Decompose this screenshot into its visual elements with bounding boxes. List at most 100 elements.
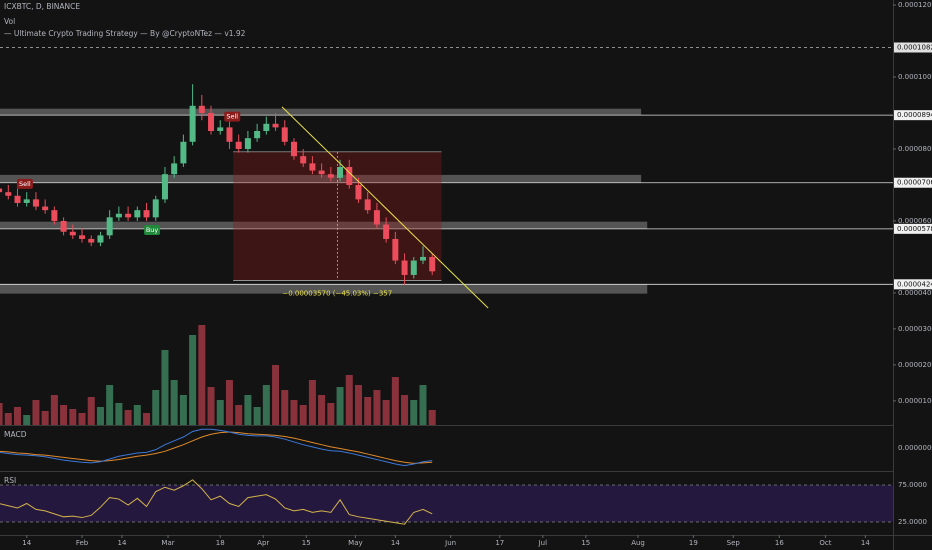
volume-bar xyxy=(60,405,68,425)
x-tick-label: 14 xyxy=(117,539,126,547)
volume-bar xyxy=(170,380,178,425)
candle-body xyxy=(42,206,49,211)
y-tick-label: 0.00006000 xyxy=(898,217,932,225)
volume-bar xyxy=(391,377,399,425)
x-tick-label: 16 xyxy=(775,539,784,547)
volume-bar xyxy=(50,395,58,425)
candle-body xyxy=(198,105,205,113)
signal-box xyxy=(144,224,161,235)
y-tick-label: 0.00001000 xyxy=(898,397,932,405)
candle-body xyxy=(171,163,178,175)
candle-body xyxy=(115,213,122,218)
level-tag xyxy=(894,177,932,188)
volume-bar xyxy=(235,405,243,425)
volume-bar xyxy=(253,407,261,425)
signal-box xyxy=(16,178,33,189)
candle-body xyxy=(244,138,251,149)
volume-bar xyxy=(318,395,326,425)
candle-body xyxy=(309,163,316,171)
level-tag xyxy=(894,110,932,121)
x-tick-label: Mar xyxy=(161,539,174,547)
candle-body xyxy=(97,235,104,243)
volume-bar xyxy=(198,325,206,425)
y-tick-label: 0.00012000 xyxy=(898,1,932,9)
volume-bar xyxy=(345,375,353,425)
level-label: 0.00005781 xyxy=(897,225,932,233)
measure-label: −0.00003570 (−45.03%) −357 xyxy=(282,289,392,297)
zone xyxy=(0,221,648,229)
volume-bar xyxy=(401,395,409,425)
macd-tick-label: 0.00000000 xyxy=(898,444,932,452)
y-tick-label: 0.00010000 xyxy=(898,73,932,81)
volume-bar xyxy=(299,405,307,425)
x-tick-label: 14 xyxy=(861,539,870,547)
x-tick-label: May xyxy=(348,539,362,547)
volume-bar xyxy=(4,413,12,425)
candle-body xyxy=(69,231,76,236)
volume-bar xyxy=(69,409,77,425)
level-label: 0.00008940 xyxy=(897,111,932,119)
candle-body xyxy=(14,195,21,203)
volume-bar xyxy=(0,403,3,425)
x-tick-label: 15 xyxy=(581,539,590,547)
volume-bar xyxy=(354,385,362,425)
candle-body xyxy=(327,174,334,178)
candle-body xyxy=(373,210,380,225)
level-tag xyxy=(894,223,932,234)
y-tick-label: 0.00008000 xyxy=(898,145,932,153)
candle-body xyxy=(364,199,371,211)
volume-bar xyxy=(308,380,316,425)
volume-bar xyxy=(14,407,22,425)
x-tick-label: 15 xyxy=(302,539,311,547)
candle-body xyxy=(23,199,30,203)
candle-body xyxy=(281,127,288,142)
volume-bar xyxy=(87,397,95,425)
volume-bar xyxy=(216,400,224,425)
x-tick-label: Aug xyxy=(631,539,645,547)
rsi-line xyxy=(0,479,433,525)
candle-body xyxy=(392,238,399,261)
x-tick-label: 18 xyxy=(216,539,225,547)
indicator-legend: — Ultimate Crypto Trading Strategy — By … xyxy=(4,29,246,38)
candle-body xyxy=(226,127,233,142)
symbol-title: ICXBTC, D, BINANCE xyxy=(4,2,80,11)
volume-bar xyxy=(32,400,40,425)
volume-bar xyxy=(161,350,169,425)
candle-body xyxy=(217,127,224,131)
candle-body xyxy=(143,210,150,218)
x-tick-label: Apr xyxy=(257,539,269,547)
zone xyxy=(0,284,648,294)
macd-line xyxy=(0,428,433,467)
volume-bar xyxy=(364,397,372,425)
y-tick-label: 0.00004000 xyxy=(898,289,932,297)
volume-bar xyxy=(115,403,123,425)
level-label: 0.00004240 xyxy=(897,280,932,288)
volume-legend: Vol xyxy=(4,17,15,26)
volume-bar xyxy=(152,390,160,425)
candle-body xyxy=(401,260,408,275)
zone xyxy=(0,174,642,183)
volume-bar xyxy=(78,413,86,425)
candle-body xyxy=(235,141,242,149)
candle-body xyxy=(152,199,159,218)
volume-bar xyxy=(272,365,280,425)
trendline xyxy=(281,106,489,309)
candle-body xyxy=(383,224,390,239)
volume-bar xyxy=(382,400,390,425)
signal-box xyxy=(224,111,241,122)
candle-body xyxy=(429,256,436,272)
macd-signal-line xyxy=(0,431,433,464)
x-tick-label: 14 xyxy=(391,539,400,547)
x-tick-label: 17 xyxy=(495,539,504,547)
signal-label: Sell xyxy=(226,113,238,121)
candle-body xyxy=(5,192,12,196)
candle-body xyxy=(106,217,113,236)
x-tick-label: 14 xyxy=(22,539,31,547)
x-tick-label: Jun xyxy=(444,539,456,547)
volume-bar xyxy=(428,410,436,425)
x-tick-label: Sep xyxy=(727,539,741,547)
candle-body xyxy=(88,238,95,243)
candle-body xyxy=(79,235,86,239)
candle-body xyxy=(161,174,168,200)
